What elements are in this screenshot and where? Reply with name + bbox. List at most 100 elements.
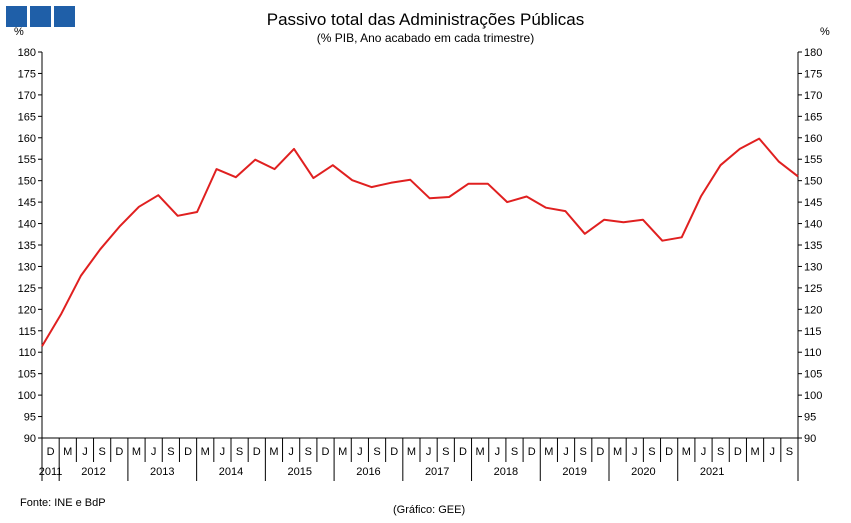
logo — [6, 6, 75, 27]
quarter-label: J — [82, 446, 88, 458]
quarter-label: S — [442, 446, 449, 458]
chart-credit: (Gráfico: GEE) — [393, 504, 466, 516]
y-tick-label-left: 125 — [18, 283, 36, 295]
y-tick-label-left: 110 — [18, 347, 36, 359]
quarter-label: J — [769, 446, 775, 458]
y-tick-label-left: 100 — [18, 390, 36, 402]
year-label: 2017 — [425, 466, 449, 478]
year-label: 2020 — [631, 466, 655, 478]
y-tick-label-right: 175 — [804, 68, 822, 80]
y-tick-label-right: 100 — [804, 390, 822, 402]
quarter-label: M — [750, 446, 759, 458]
year-label: 2018 — [494, 466, 518, 478]
quarter-label: S — [511, 446, 518, 458]
y-tick-label-left: 160 — [18, 133, 36, 145]
quarter-label: S — [786, 446, 793, 458]
y-tick-label-right: 155 — [804, 154, 822, 166]
quarter-label: M — [269, 446, 278, 458]
right-axis-unit: % — [820, 26, 830, 38]
quarter-label: S — [580, 446, 587, 458]
quarter-label: M — [476, 446, 485, 458]
y-tick-label-left: 95 — [24, 412, 36, 424]
quarter-label: J — [495, 446, 501, 458]
quarter-label: J — [357, 446, 363, 458]
quarter-label: J — [426, 446, 432, 458]
year-label: 2021 — [700, 466, 724, 478]
y-tick-label-left: 105 — [18, 369, 36, 381]
y-tick-label-right: 120 — [804, 304, 822, 316]
quarter-label: S — [648, 446, 655, 458]
quarter-label: J — [151, 446, 157, 458]
left-axis-unit: % — [14, 26, 24, 38]
year-label: 2011 — [39, 466, 63, 478]
y-tick-label-right: 150 — [804, 176, 822, 188]
quarter-label: M — [544, 446, 553, 458]
chart-subtitle: (% PIB, Ano acabado em cada trimestre) — [316, 31, 535, 45]
quarter-label: J — [288, 446, 294, 458]
y-tick-label-left: 130 — [18, 261, 36, 273]
quarter-label: S — [305, 446, 312, 458]
y-tick-label-left: 175 — [18, 68, 36, 80]
quarter-label: J — [632, 446, 638, 458]
quarter-label: M — [201, 446, 210, 458]
logo-block — [30, 6, 51, 27]
y-tick-label-left: 150 — [18, 176, 36, 188]
y-tick-label-left: 180 — [18, 47, 36, 59]
quarter-label: J — [563, 446, 569, 458]
year-label: 2013 — [150, 466, 174, 478]
quarter-label: M — [338, 446, 347, 458]
quarter-label: D — [322, 446, 330, 458]
quarter-label: S — [167, 446, 174, 458]
quarter-label: D — [390, 446, 398, 458]
y-tick-label-right: 165 — [804, 111, 822, 123]
quarter-label: M — [132, 446, 141, 458]
quarter-label: J — [220, 446, 226, 458]
series-line — [41, 137, 799, 347]
y-tick-label-right: 95 — [804, 412, 816, 424]
quarter-label: M — [682, 446, 691, 458]
quarter-label: M — [613, 446, 622, 458]
quarter-label: D — [665, 446, 673, 458]
y-tick-label-right: 125 — [804, 283, 822, 295]
quarter-label: D — [528, 446, 536, 458]
year-label: 2015 — [287, 466, 311, 478]
y-tick-label-right: 135 — [804, 240, 822, 252]
y-tick-label-left: 90 — [24, 433, 36, 445]
y-tick-label-left: 165 — [18, 111, 36, 123]
source-note: Fonte: INE e BdP — [20, 497, 106, 509]
year-label: 2016 — [356, 466, 380, 478]
quarter-label: D — [253, 446, 261, 458]
quarter-label: J — [701, 446, 707, 458]
y-tick-label-right: 180 — [804, 47, 822, 59]
y-tick-label-right: 160 — [804, 133, 822, 145]
y-tick-label-left: 170 — [18, 90, 36, 102]
y-tick-label-left: 155 — [18, 154, 36, 166]
y-tick-label-left: 120 — [18, 304, 36, 316]
year-label: 2014 — [219, 466, 243, 478]
y-tick-label-right: 105 — [804, 369, 822, 381]
year-label: 2012 — [81, 466, 105, 478]
y-tick-label-left: 140 — [18, 219, 36, 231]
y-tick-label-left: 115 — [18, 326, 36, 338]
y-tick-label-right: 140 — [804, 219, 822, 231]
quarter-label: M — [63, 446, 72, 458]
quarter-label: D — [734, 446, 742, 458]
quarter-label: M — [407, 446, 416, 458]
quarter-label: D — [115, 446, 123, 458]
quarter-label: D — [596, 446, 604, 458]
quarter-label: D — [459, 446, 467, 458]
quarter-label: S — [717, 446, 724, 458]
y-tick-label-right: 170 — [804, 90, 822, 102]
quarter-label: S — [98, 446, 105, 458]
y-tick-label-right: 90 — [804, 433, 816, 445]
quarter-label: D — [47, 446, 55, 458]
year-label: 2019 — [562, 466, 586, 478]
y-tick-label-left: 135 — [18, 240, 36, 252]
quarter-label: S — [236, 446, 243, 458]
chart-title: Passivo total das Administrações Pública… — [266, 10, 585, 29]
y-tick-label-left: 145 — [18, 197, 36, 209]
quarter-label: S — [373, 446, 380, 458]
y-tick-label-right: 130 — [804, 261, 822, 273]
y-tick-label-right: 110 — [804, 347, 822, 359]
y-tick-label-right: 145 — [804, 197, 822, 209]
